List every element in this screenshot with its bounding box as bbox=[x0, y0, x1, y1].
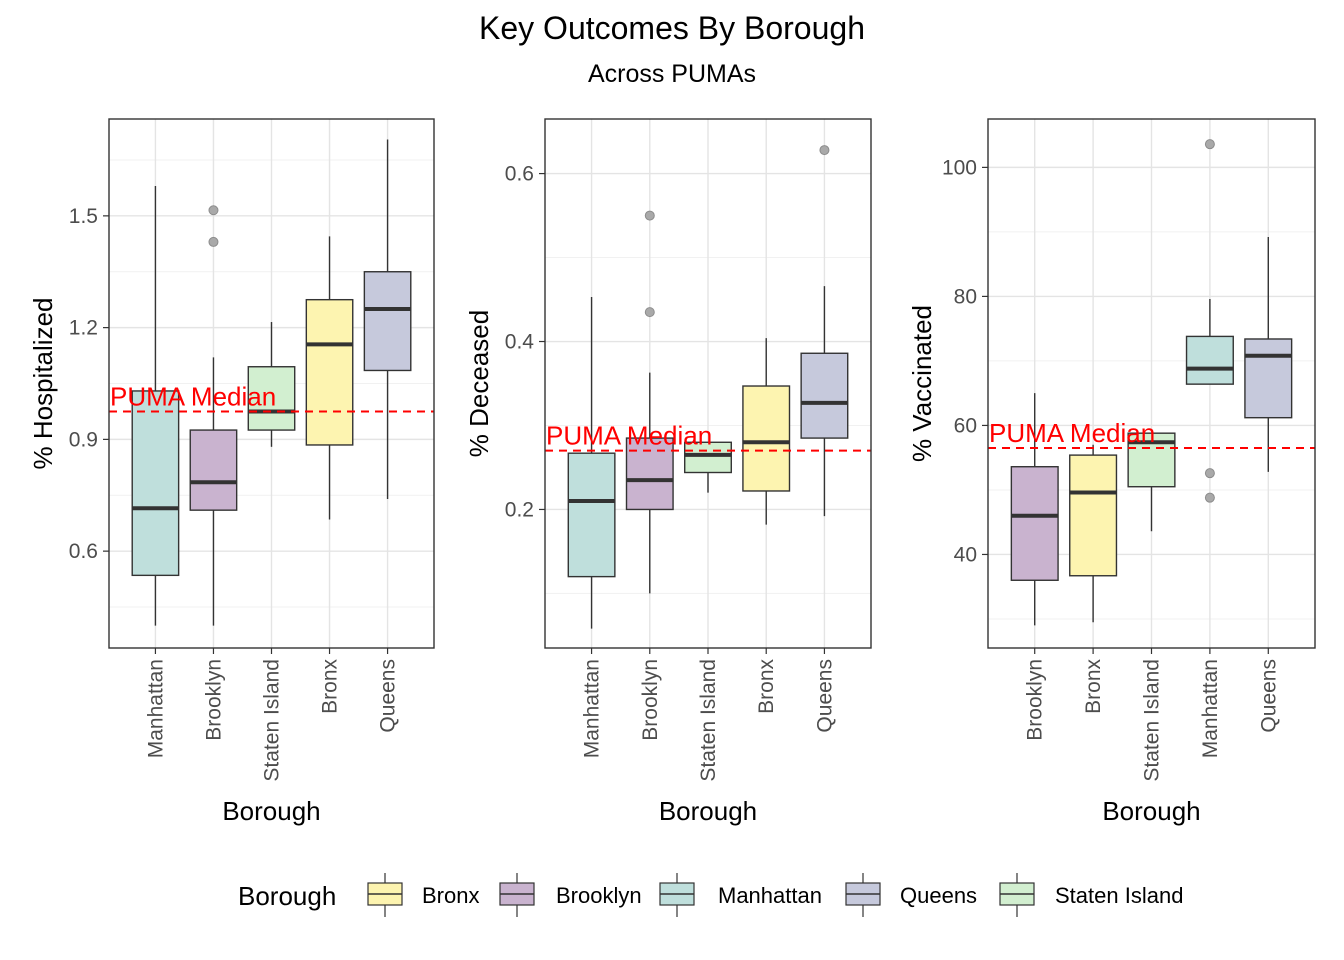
x-tick-label: Brooklyn bbox=[639, 659, 662, 741]
outlier-point bbox=[1204, 492, 1215, 503]
box-bronx bbox=[742, 338, 791, 525]
puma-median-label: PUMA Median bbox=[546, 421, 712, 451]
y-tick-label: 80 bbox=[954, 285, 977, 308]
y-axis-title: % Hospitalized bbox=[28, 298, 58, 470]
box-manhattan bbox=[567, 297, 616, 629]
y-axis-title: % Deceased bbox=[464, 310, 494, 457]
box-staten-island bbox=[247, 322, 296, 447]
panel-2: PUMA Median 0.2 0.4 0.6 Manhattan Brooklyn Sta… bbox=[464, 118, 872, 826]
outlier-point bbox=[208, 205, 219, 216]
box-queens bbox=[363, 139, 412, 499]
box-body bbox=[800, 352, 849, 439]
outlier-point bbox=[644, 210, 655, 221]
legend-item-staten-island: Staten Island bbox=[999, 873, 1183, 917]
legend-label: Staten Island bbox=[1055, 883, 1183, 908]
x-tick-label: Queens bbox=[377, 659, 400, 733]
box-body bbox=[363, 271, 412, 372]
x-tick-label: Queens bbox=[1257, 659, 1280, 733]
x-axis-title: Borough bbox=[222, 796, 320, 826]
y-tick-label: 40 bbox=[954, 543, 977, 566]
legend-label: Manhattan bbox=[718, 883, 822, 908]
legend: Borough Bronx Brooklyn Manhattan Queens State… bbox=[238, 873, 1183, 917]
x-tick-label: Bronx bbox=[319, 659, 342, 714]
outlier-point bbox=[1204, 468, 1215, 479]
y-tick-label: 0.2 bbox=[505, 498, 534, 521]
legend-item-brooklyn: Brooklyn bbox=[499, 873, 642, 917]
box-body bbox=[1010, 466, 1059, 581]
x-axis-title: Borough bbox=[1102, 796, 1200, 826]
box-bronx bbox=[305, 236, 354, 520]
box-body bbox=[742, 385, 791, 492]
chart-subtitle: Across PUMAs bbox=[587, 60, 757, 88]
y-tick-label: 1.5 bbox=[69, 205, 98, 228]
puma-median-label: PUMA Median bbox=[989, 418, 1155, 448]
box-bronx bbox=[1069, 444, 1118, 623]
box-body bbox=[1244, 338, 1293, 419]
box-body bbox=[131, 390, 180, 577]
box-queens bbox=[800, 145, 849, 517]
chart-title: Key Outcomes By Borough bbox=[479, 10, 865, 46]
legend-item-manhattan: Manhattan bbox=[659, 873, 822, 917]
x-tick-label: Bronx bbox=[755, 659, 778, 714]
x-tick-label: Manhattan bbox=[581, 659, 604, 758]
legend-item-bronx: Bronx bbox=[367, 873, 479, 917]
box-staten-island bbox=[684, 441, 732, 493]
x-tick-label: Manhattan bbox=[1199, 659, 1222, 758]
box-body bbox=[1069, 454, 1118, 577]
legend-item-queens: Queens bbox=[845, 873, 977, 917]
outlier-point bbox=[1204, 139, 1215, 150]
legend-label: Brooklyn bbox=[556, 883, 642, 908]
box-body bbox=[1185, 335, 1234, 385]
box-staten-island bbox=[1127, 432, 1176, 532]
outlier-point bbox=[644, 307, 655, 318]
x-tick-label: Manhattan bbox=[144, 659, 167, 758]
x-tick-label: Queens bbox=[813, 659, 836, 733]
y-tick-label: 0.9 bbox=[69, 428, 98, 451]
x-tick-label: Bronx bbox=[1082, 659, 1105, 714]
x-tick-label: Brooklyn bbox=[1024, 659, 1047, 741]
y-tick-label: 100 bbox=[942, 156, 977, 179]
panel-1: PUMA Median 0.6 0.9 1.2 1.5 Manhattan Brooklyn… bbox=[28, 118, 435, 826]
box-brooklyn bbox=[189, 205, 238, 626]
legend-title: Borough bbox=[238, 881, 336, 911]
outlier-point bbox=[208, 236, 219, 247]
x-tick-label: Staten Island bbox=[697, 659, 720, 782]
y-axis-title: % Vaccinated bbox=[907, 305, 937, 462]
y-tick-label: 1.2 bbox=[69, 317, 98, 340]
y-tick-label: 60 bbox=[954, 414, 977, 437]
puma-median-label: PUMA Median bbox=[110, 381, 276, 411]
legend-label: Bronx bbox=[422, 883, 479, 908]
box-body bbox=[305, 298, 354, 446]
box-brooklyn bbox=[1010, 393, 1059, 626]
panel-3: PUMA Median 40 60 80 100 Brooklyn Bronx Staten … bbox=[907, 118, 1316, 826]
outlier-point bbox=[819, 145, 830, 156]
y-tick-label: 0.4 bbox=[505, 331, 535, 354]
box-body bbox=[684, 441, 732, 474]
x-tick-label: Staten Island bbox=[1141, 659, 1164, 782]
box-body bbox=[247, 366, 296, 431]
x-tick-label: Brooklyn bbox=[202, 659, 225, 741]
box-body bbox=[189, 429, 238, 511]
box-manhattan bbox=[1185, 139, 1234, 503]
box-manhattan bbox=[131, 186, 180, 626]
legend-label: Queens bbox=[900, 883, 977, 908]
box-queens bbox=[1244, 237, 1293, 472]
x-axis-title: Borough bbox=[659, 796, 757, 826]
box-body bbox=[567, 452, 616, 578]
y-tick-label: 0.6 bbox=[505, 163, 534, 186]
y-tick-label: 0.6 bbox=[69, 540, 98, 563]
x-tick-label: Staten Island bbox=[261, 659, 284, 782]
